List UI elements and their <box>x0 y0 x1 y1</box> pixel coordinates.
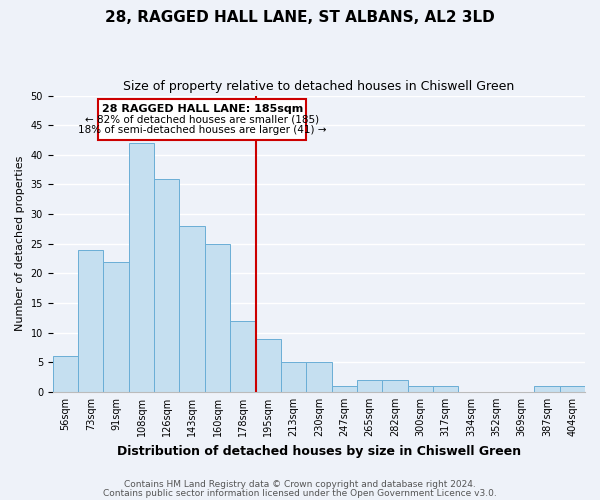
Text: ← 82% of detached houses are smaller (185): ← 82% of detached houses are smaller (18… <box>85 114 319 124</box>
Text: Contains HM Land Registry data © Crown copyright and database right 2024.: Contains HM Land Registry data © Crown c… <box>124 480 476 489</box>
FancyBboxPatch shape <box>98 98 306 140</box>
X-axis label: Distribution of detached houses by size in Chiswell Green: Distribution of detached houses by size … <box>117 444 521 458</box>
Bar <box>433 386 458 392</box>
Bar <box>53 356 78 392</box>
Bar <box>103 262 129 392</box>
Text: 28, RAGGED HALL LANE, ST ALBANS, AL2 3LD: 28, RAGGED HALL LANE, ST ALBANS, AL2 3LD <box>105 10 495 25</box>
Bar <box>332 386 357 392</box>
Bar <box>382 380 407 392</box>
Text: 18% of semi-detached houses are larger (41) →: 18% of semi-detached houses are larger (… <box>78 125 326 135</box>
Bar <box>230 321 256 392</box>
Text: Contains public sector information licensed under the Open Government Licence v3: Contains public sector information licen… <box>103 488 497 498</box>
Bar <box>256 338 281 392</box>
Bar <box>179 226 205 392</box>
Bar <box>535 386 560 392</box>
Bar <box>306 362 332 392</box>
Bar <box>357 380 382 392</box>
Y-axis label: Number of detached properties: Number of detached properties <box>15 156 25 332</box>
Text: 28 RAGGED HALL LANE: 185sqm: 28 RAGGED HALL LANE: 185sqm <box>101 104 303 115</box>
Title: Size of property relative to detached houses in Chiswell Green: Size of property relative to detached ho… <box>123 80 515 93</box>
Bar <box>129 143 154 392</box>
Bar <box>560 386 585 392</box>
Bar <box>407 386 433 392</box>
Bar <box>78 250 103 392</box>
Bar <box>281 362 306 392</box>
Bar <box>205 244 230 392</box>
Bar <box>154 178 179 392</box>
